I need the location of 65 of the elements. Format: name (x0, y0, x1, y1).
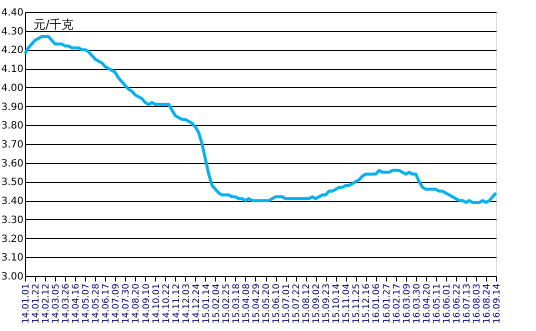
x-tick-label: 14.11.12 (172, 284, 182, 324)
x-tick-label: 14.10.22 (162, 284, 172, 324)
x-tick-label: 16.03.30 (412, 283, 422, 324)
x-tick-label: 15.05.20 (262, 283, 272, 324)
x-tick-label: 16.04.20 (422, 283, 432, 324)
x-tick-label: 16.08.03 (472, 284, 482, 324)
y-tick-label: 3.00 (1, 272, 24, 282)
x-tick-label: 15.07.22 (292, 284, 302, 324)
x-tick-label: 16.01.27 (382, 284, 392, 324)
y-tick-label: 3.20 (1, 234, 24, 245)
x-tick-label: 15.08.12 (302, 284, 312, 324)
x-tick-label: 14.03.26 (62, 283, 72, 324)
x-tick-label: 14.08.20 (132, 283, 142, 324)
x-tick-label: 15.10.14 (332, 283, 342, 324)
x-tick-label: 14.02.12 (42, 284, 52, 324)
x-tick-label: 15.03.18 (232, 283, 242, 324)
x-tick-label: 15.07.01 (282, 284, 292, 324)
x-tick-label: 15.04.29 (252, 283, 262, 324)
x-tick-label: 16.08.24 (482, 283, 492, 324)
y-tick-label: 3.10 (1, 252, 24, 264)
line-series (24, 35, 498, 204)
x-tick-label: 14.01.01 (22, 284, 32, 324)
x-tick-label: 15.09.02 (312, 284, 322, 324)
x-tick-label: 14.04.16 (72, 283, 82, 324)
x-tick-label: 16.06.22 (452, 284, 462, 324)
x-tick-label: 14.05.07 (82, 284, 92, 324)
y-tick-label: 3.50 (1, 177, 24, 188)
y-tick-label: 3.40 (1, 196, 24, 208)
y-tick-label: 4.30 (1, 26, 24, 38)
x-tick-label: 15.11.25 (352, 284, 362, 324)
x-tick-label: 14.07.09 (112, 283, 122, 324)
x-tick-label: 15.09.23 (322, 284, 332, 324)
x-tick-label: 15.02.25 (222, 284, 232, 324)
y-tick-label: 3.80 (1, 120, 24, 132)
y-tick-label: 3.60 (1, 158, 24, 170)
x-tick-label: 15.06.10 (272, 283, 282, 324)
x-tick-label: 16.06.01 (442, 284, 452, 324)
x-tick-label: 14.10.01 (152, 284, 162, 324)
y-tick-label: 4.00 (1, 82, 24, 94)
x-tick-label: 16.07.13 (462, 284, 472, 324)
x-tick-label: 14.06.17 (102, 284, 112, 324)
x-tick-label: 16.09.14 (492, 283, 502, 324)
x-tick-label: 15.12.16 (362, 283, 372, 324)
x-tick-label: 16.05.11 (432, 284, 442, 324)
x-tick-label: 14.01.22 (32, 284, 42, 324)
y-axis-title: 元/千克 (34, 18, 74, 32)
x-tick-label: 16.03.09 (402, 283, 412, 324)
y-tick-label: 4.10 (1, 64, 24, 76)
y-tick-label: 4.20 (1, 45, 24, 56)
x-tick-label: 14.03.05 (52, 284, 62, 324)
y-tick-label: 3.90 (1, 102, 24, 113)
x-tick-label: 14.07.30 (122, 283, 132, 324)
x-tick-label: 14.09.10 (142, 283, 152, 324)
x-tick-label: 16.01.06 (372, 283, 382, 324)
x-tick-label: 15.11.04 (342, 283, 352, 324)
x-tick-label: 14.05.28 (92, 283, 102, 324)
x-tick-label: 15.01.14 (202, 283, 212, 324)
x-tick-label: 15.02.04 (212, 283, 222, 324)
y-tick-label: 3.30 (1, 214, 24, 226)
x-tick-label: 14.12.03 (182, 284, 192, 324)
y-tick-label: 4.40 (1, 8, 24, 18)
y-tick-label: 3.70 (1, 140, 24, 150)
x-tick-label: 14.12.24 (192, 283, 202, 324)
x-tick-label: 16.02.17 (392, 284, 402, 324)
x-tick-label: 15.04.08 (242, 283, 252, 324)
